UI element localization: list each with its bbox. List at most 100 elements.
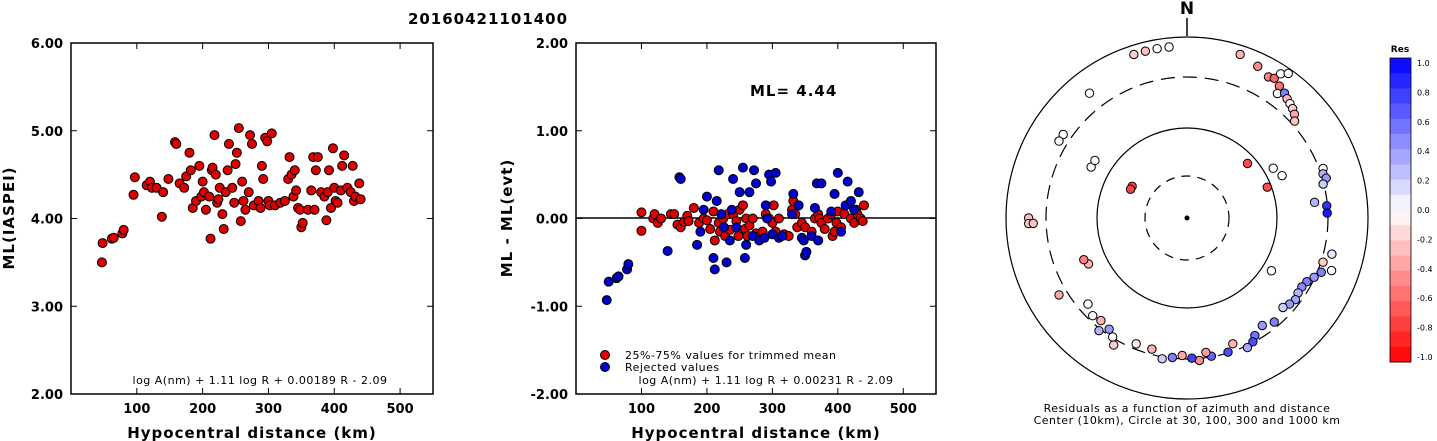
- colorbar-tick-label: -0.2: [1417, 235, 1433, 244]
- trimmed-point: [819, 224, 830, 235]
- station-point: [1318, 257, 1328, 267]
- rejected-point: [744, 187, 755, 198]
- trimmed-point: [709, 235, 720, 246]
- mid-y-axis-label: ML - ML(evt): [498, 159, 516, 277]
- x-tick-label: 200: [189, 402, 216, 417]
- data-point: [235, 216, 246, 227]
- trimmed-point: [669, 209, 680, 220]
- x-tick-label: 400: [824, 402, 851, 417]
- data-point: [309, 204, 320, 215]
- data-point: [118, 224, 129, 235]
- rejected-point: [698, 204, 709, 215]
- rejected-point: [623, 259, 634, 270]
- rejected-point: [601, 295, 612, 306]
- trimmed-point: [857, 216, 868, 227]
- rejected-point: [793, 200, 804, 211]
- data-point: [223, 138, 234, 149]
- trimmed-point: [733, 231, 744, 242]
- station-point: [1129, 49, 1139, 60]
- residual-colorbar: Res 1.0 0.8 0.6 0.4 0.2 0.0 -0.2 -0.4 -0.6 -0.8 -1…: [1389, 45, 1433, 363]
- rejected-point: [721, 257, 732, 268]
- rejected-point: [801, 246, 812, 257]
- left-y-axis-label: ML(IASPEI): [0, 166, 18, 269]
- colorbar-cell: [1390, 134, 1411, 150]
- trimmed-point: [705, 224, 716, 235]
- legend-trimmed-label: 25%-75% values for trimmed mean: [625, 349, 837, 362]
- colorbar-cell: [1390, 149, 1411, 165]
- data-point: [243, 187, 254, 198]
- trimmed-point: [859, 200, 869, 211]
- rejected-point: [788, 188, 799, 199]
- trimmed-point: [688, 202, 699, 213]
- data-point: [156, 211, 167, 222]
- station-point: [1327, 249, 1337, 259]
- mid-x-ticks: 100 200 300 400 500: [628, 43, 917, 417]
- rejected-point: [760, 200, 771, 211]
- y-tick-label: -1.00: [531, 300, 568, 315]
- station-point: [1242, 342, 1253, 353]
- station-point: [1201, 347, 1211, 358]
- station-point: [1266, 266, 1277, 276]
- colorbar-cell: [1390, 331, 1411, 348]
- rejected-point: [849, 204, 860, 215]
- x-tick-label: 400: [321, 402, 348, 417]
- left-data-points: [96, 123, 366, 268]
- station-point: [1283, 68, 1293, 79]
- station-point: [1248, 337, 1258, 347]
- station-point: [1028, 218, 1038, 229]
- azimuth-distance-plot: N Residuals as a function of azimuth and…: [1005, 0, 1369, 427]
- station-point: [1235, 49, 1245, 60]
- rejected-point: [766, 176, 777, 187]
- colorbar-cell: [1390, 164, 1411, 181]
- epicenter-dot: [1184, 215, 1190, 221]
- station-point: [1253, 61, 1263, 71]
- station-point: [1278, 302, 1288, 313]
- colorbar-tick-label: -0.8: [1417, 324, 1433, 333]
- data-point: [354, 178, 365, 189]
- rejected-point: [787, 209, 797, 220]
- x-tick-label: 100: [628, 402, 655, 417]
- rejected-point: [718, 222, 729, 233]
- data-point: [279, 195, 290, 206]
- colorbar-cell: [1390, 286, 1411, 302]
- rejected-point: [734, 187, 745, 198]
- data-point: [237, 176, 248, 187]
- rejected-point: [662, 245, 673, 256]
- legend-trimmed-marker: [600, 350, 610, 360]
- rejected-point: [836, 226, 847, 237]
- colorbar-cell: [1390, 255, 1411, 272]
- rejected-point: [692, 239, 703, 250]
- trimmed-point: [636, 225, 647, 236]
- data-point: [327, 143, 338, 154]
- rejected-point: [726, 204, 737, 215]
- data-point: [312, 152, 323, 163]
- data-point: [158, 187, 169, 198]
- trimmed-point: [656, 213, 667, 224]
- data-point: [200, 204, 211, 215]
- y-tick-label: 0.00: [536, 213, 568, 228]
- trimmed-point: [747, 213, 758, 224]
- rejected-point: [708, 252, 719, 263]
- data-point: [218, 224, 229, 235]
- y-tick-label: -2.00: [531, 388, 568, 403]
- data-point: [213, 194, 224, 205]
- ring-300km: [1045, 76, 1329, 360]
- data-point: [262, 136, 273, 147]
- rejected-point: [816, 178, 827, 189]
- colorbar-cell: [1390, 118, 1411, 135]
- legend-rejected-label: Rejected values: [625, 361, 720, 374]
- data-point: [284, 152, 295, 163]
- trimmed-point: [737, 200, 748, 211]
- colorbar-labels: 1.0 0.8 0.6 0.4 0.2 0.0 -0.2 -0.4 -0.6 -0.8 -1.0: [1417, 59, 1433, 362]
- ring-30km: [1144, 175, 1230, 261]
- data-point: [204, 191, 215, 202]
- data-point: [184, 147, 195, 158]
- station-point: [1242, 158, 1253, 169]
- colorbar-cell: [1390, 301, 1411, 317]
- rejected-point: [713, 165, 724, 176]
- station-point: [1054, 136, 1064, 146]
- station-point: [1152, 43, 1162, 54]
- station-point: [1107, 332, 1118, 342]
- left-x-axis-label: Hypocentral distance (km): [127, 424, 377, 441]
- data-point: [337, 160, 348, 171]
